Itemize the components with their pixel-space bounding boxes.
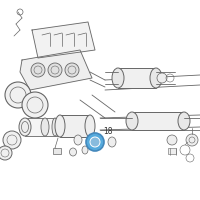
Ellipse shape: [74, 135, 82, 145]
Circle shape: [48, 63, 62, 77]
Circle shape: [157, 73, 167, 83]
Ellipse shape: [178, 112, 190, 130]
Ellipse shape: [108, 137, 116, 147]
Ellipse shape: [150, 68, 162, 88]
Ellipse shape: [70, 148, 76, 156]
Circle shape: [65, 63, 79, 77]
Polygon shape: [20, 50, 92, 90]
Circle shape: [186, 134, 198, 146]
Ellipse shape: [19, 118, 31, 136]
Bar: [168, 148, 176, 154]
Circle shape: [0, 146, 12, 160]
Circle shape: [167, 135, 177, 145]
Ellipse shape: [52, 118, 58, 136]
Bar: [118, 68, 156, 88]
Circle shape: [31, 63, 45, 77]
Polygon shape: [32, 22, 95, 58]
Ellipse shape: [85, 115, 95, 137]
Ellipse shape: [126, 112, 138, 130]
Bar: [132, 112, 184, 130]
Text: 18: 18: [103, 128, 113, 136]
Ellipse shape: [41, 118, 49, 136]
Ellipse shape: [55, 115, 65, 137]
Ellipse shape: [82, 146, 88, 154]
Circle shape: [22, 92, 48, 118]
Bar: [25, 118, 80, 136]
Circle shape: [3, 131, 21, 149]
Ellipse shape: [112, 68, 124, 88]
Bar: [53, 148, 61, 154]
Circle shape: [90, 137, 100, 147]
Circle shape: [86, 133, 104, 151]
Bar: [60, 115, 90, 137]
Circle shape: [5, 82, 31, 108]
